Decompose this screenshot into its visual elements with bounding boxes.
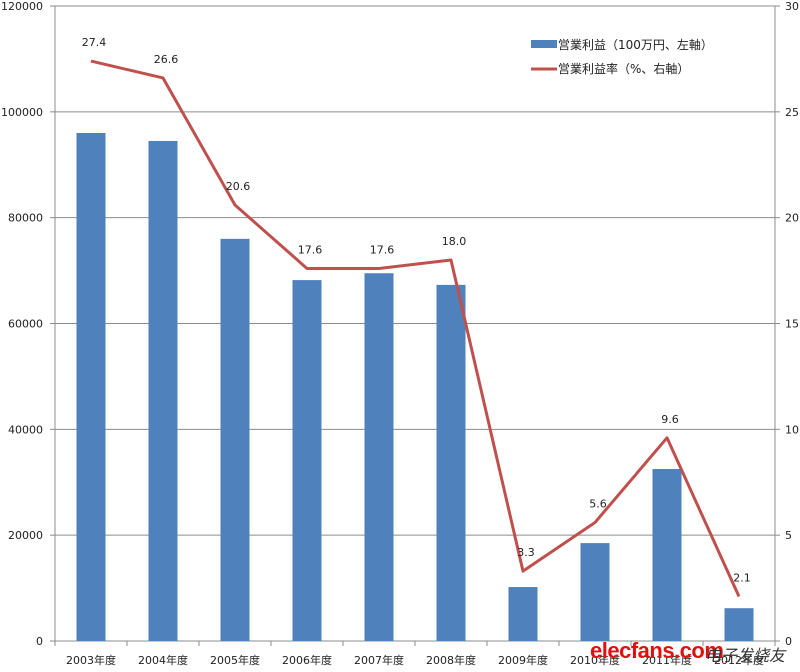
- line-data-label: 3.3: [517, 546, 535, 559]
- y-left-tick-label: 60000: [8, 318, 43, 331]
- line-series: [90, 59, 741, 598]
- y-right-tick-label: 0: [785, 635, 792, 648]
- legend-line-label: 営業利益率（%、右軸）: [558, 61, 689, 76]
- line-data-label: 17.6: [370, 243, 395, 256]
- bar: [724, 608, 754, 641]
- bar: [76, 133, 106, 641]
- legend-bar-swatch: [531, 40, 557, 48]
- line-data-label: 26.6: [154, 53, 179, 66]
- y-left-tick-label: 120000: [1, 0, 43, 13]
- y-right-tick-label: 15: [785, 318, 799, 331]
- watermark-text: 电子发烧友: [705, 646, 786, 665]
- y-right-tick-label: 30: [785, 0, 799, 13]
- x-tick-label: 2012年度: [714, 653, 764, 667]
- bar: [364, 273, 394, 641]
- watermark-logo: elecfans.com: [590, 638, 724, 663]
- y-left-tick-label: 40000: [8, 423, 43, 436]
- y-left-tick-label: 100000: [1, 106, 43, 119]
- x-tick-label: 2003年度: [66, 653, 116, 667]
- x-tick-label: 2010年度: [570, 653, 620, 667]
- line-data-label: 2.1: [733, 572, 751, 585]
- y-right-tick-label: 5: [785, 529, 792, 542]
- line-data-label: 17.6: [298, 243, 323, 256]
- x-tick-label: 2009年度: [498, 653, 548, 667]
- y-left-tick-label: 0: [36, 635, 43, 648]
- line-data-label: 5.6: [589, 497, 607, 510]
- y-left-tick-label: 20000: [8, 529, 43, 542]
- line-data-label: 9.6: [661, 413, 679, 426]
- data-labels: 27.4 26.6 20.6 17.6 17.6 18.0 3.3 5.6 9.6 2.1: [82, 36, 751, 585]
- x-tick-label: 2005年度: [210, 653, 260, 667]
- bar: [292, 280, 322, 641]
- y-right-tick-label: 20: [785, 212, 799, 225]
- y-right-tick-label: 25: [785, 106, 799, 119]
- x-tick-label: 2006年度: [282, 653, 332, 667]
- bar: [436, 284, 466, 641]
- x-tick-label: 2008年度: [426, 653, 476, 667]
- bar-series: [76, 133, 754, 642]
- legend-bar-label: 営業利益（100万円、左軸）: [558, 37, 713, 52]
- line-path: [90, 59, 741, 598]
- legend: 営業利益（100万円、左軸） 営業利益率（%、右軸）: [531, 37, 713, 76]
- line-data-label: 27.4: [82, 36, 107, 49]
- x-tick-label: 2004年度: [138, 653, 188, 667]
- bar: [580, 543, 610, 641]
- x-tick-label: 2007年度: [354, 653, 404, 667]
- bar: [652, 469, 682, 641]
- line-data-label: 20.6: [226, 180, 251, 193]
- bar: [148, 140, 178, 641]
- x-tick-label: 2011年度: [642, 653, 692, 667]
- bar: [220, 238, 250, 642]
- bar: [508, 587, 538, 641]
- line-data-label: 18.0: [442, 235, 467, 248]
- y-right-tick-label: 10: [785, 423, 799, 436]
- y-left-tick-label: 80000: [8, 212, 43, 225]
